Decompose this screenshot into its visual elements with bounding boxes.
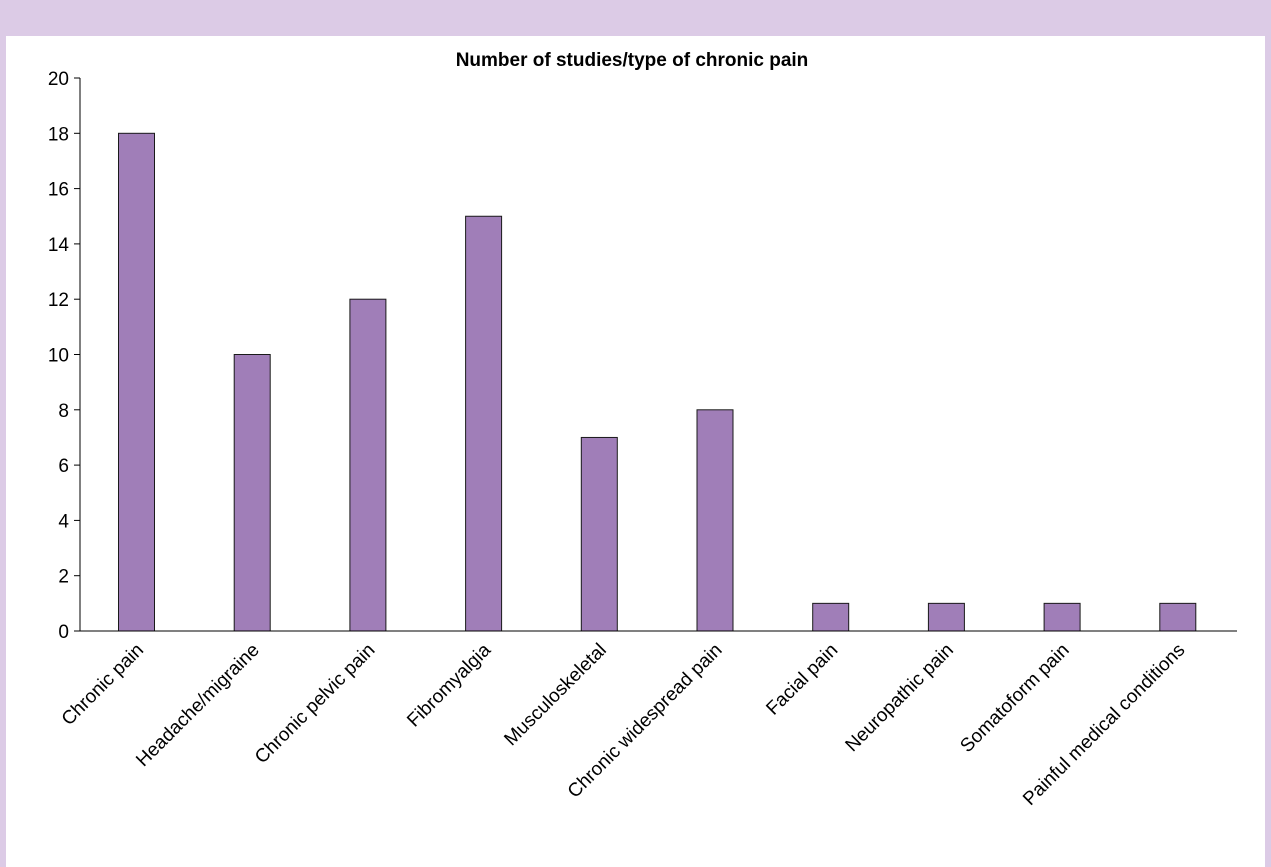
y-tick-label: 16 bbox=[48, 180, 69, 201]
y-axis: 0 2 4 6 8 10 12 14 16 18 20 bbox=[48, 69, 81, 643]
y-tick-label: 6 bbox=[58, 456, 69, 477]
bar bbox=[812, 602, 850, 632]
x-tick-label: Musculoskeletal bbox=[500, 640, 610, 750]
y-tick-label: 0 bbox=[58, 622, 69, 643]
bar bbox=[1043, 602, 1081, 632]
y-tick-label: 20 bbox=[48, 69, 69, 90]
bar bbox=[349, 298, 387, 632]
bars bbox=[118, 132, 1197, 632]
x-tick-label: Somatoform pain bbox=[956, 640, 1073, 757]
bar bbox=[118, 132, 155, 632]
y-tick-label: 10 bbox=[48, 346, 69, 367]
bar bbox=[233, 354, 271, 632]
bar bbox=[465, 215, 503, 632]
bar bbox=[1159, 602, 1197, 632]
x-tick-label: Facial pain bbox=[762, 640, 842, 720]
bar bbox=[927, 602, 965, 632]
y-tick-label: 14 bbox=[48, 235, 70, 256]
y-tick-label: 8 bbox=[58, 401, 69, 422]
y-tick-label: 4 bbox=[58, 511, 69, 532]
bar bbox=[580, 436, 618, 632]
x-tick-label: Chronic pelvic pain bbox=[251, 640, 379, 768]
x-tick-label: Headache/migraine bbox=[132, 640, 263, 771]
plot-panel bbox=[6, 36, 1265, 867]
chart-title: Number of studies/type of chronic pain bbox=[456, 50, 809, 71]
x-tick-label: Fibromyalgia bbox=[403, 639, 495, 731]
x-tick-label: Chronic pain bbox=[58, 640, 148, 730]
y-tick-label: 18 bbox=[48, 124, 69, 145]
y-tick-label: 12 bbox=[48, 290, 69, 311]
bar bbox=[696, 409, 734, 632]
y-tick-label: 2 bbox=[58, 567, 69, 588]
x-tick-label: Neuropathic pain bbox=[842, 640, 958, 756]
